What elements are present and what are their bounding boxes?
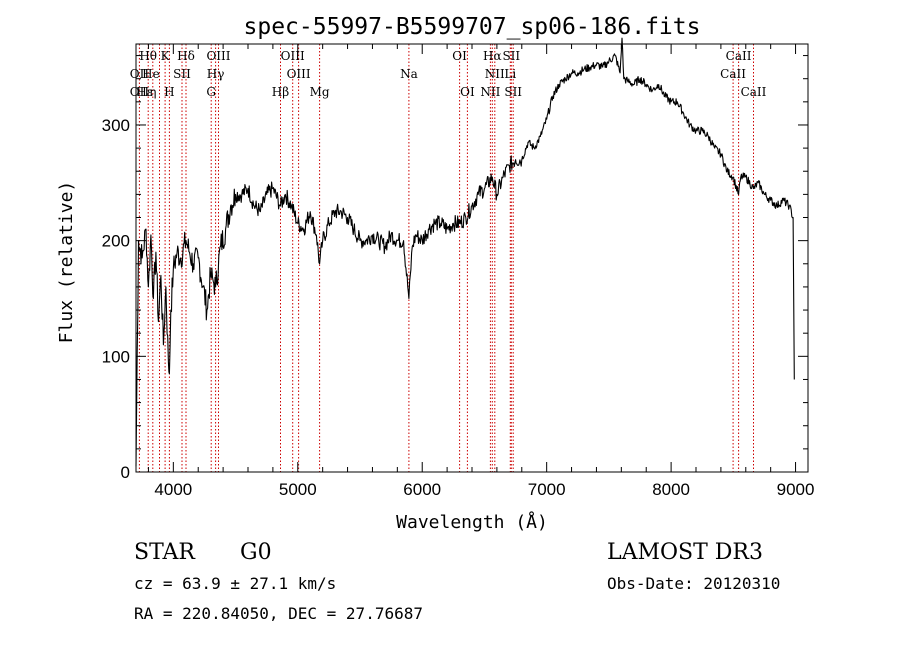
line-label: OIII [206,49,230,63]
line-label: OI [452,49,467,63]
flux-series-line [135,37,795,467]
x-tick-label: 7000 [528,480,566,499]
line-markers [138,44,754,472]
line-label: Hδ [177,49,195,63]
survey-name: LAMOST DR3 [607,540,763,565]
chart-title: spec-55997-B5599707_sp06-186.fits [244,14,701,40]
line-label: NII [485,67,505,81]
x-tick-label: 5000 [279,480,317,499]
y-tick-label: 200 [102,232,130,251]
line-label: SII [173,67,191,81]
line-label: G [206,85,216,99]
line-label: H [164,85,174,99]
x-axis-label: Wavelength (Å) [396,511,548,533]
line-label: Hθ [139,49,157,63]
line-label: Li [504,67,516,81]
line-label: OI [460,85,475,99]
object-subclass: G0 [240,540,272,565]
line-label: Hα [483,49,502,63]
plot-area: 4000 5000 6000 7000 8000 9000 0 100 200 300 [102,37,815,499]
y-tick-label: 100 [102,347,130,366]
line-label: CaII [741,85,767,99]
line-label: Hε [136,85,153,99]
line-label: Mg [310,85,330,99]
line-label: Hγ [207,67,225,81]
y-axis-label: Flux (relative) [56,181,77,344]
line-label: Na [400,67,418,81]
x-tick-label: 6000 [403,480,441,499]
line-label: NII [480,85,500,99]
coordinates: RA = 220.84050, DEC = 27.76687 [134,604,423,623]
object-class: STAR [134,540,195,565]
line-label: He [142,67,160,81]
x-tick-label: 4000 [154,480,192,499]
line-label: CaII [720,67,746,81]
y-tick-label: 0 [121,463,130,482]
line-label: SII [504,85,522,99]
line-label: CaII [726,49,752,63]
x-tick-label: 8000 [652,480,690,499]
line-label: OIII [287,67,311,81]
line-label: Hβ [272,85,289,99]
line-label: OIII [281,49,305,63]
redshift-value: cz = 63.9 ± 27.1 km/s [134,574,337,593]
x-tick-label: 9000 [777,480,815,499]
line-label: OII [130,85,150,99]
line-label: OII [130,67,150,81]
line-label: SII [502,49,520,63]
line-label: η [149,85,156,99]
y-tick-label: 300 [102,116,130,135]
line-label: K [161,49,171,63]
obs-date: Obs-Date: 20120310 [607,574,781,593]
axis-frame [135,43,809,473]
